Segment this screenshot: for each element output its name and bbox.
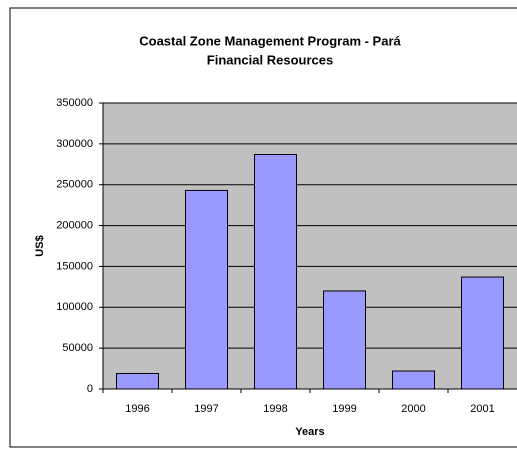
y-tick-label: 200000 (56, 219, 93, 231)
chart-title: Coastal Zone Management Program - Pará (139, 33, 401, 48)
y-axis-title: US$ (34, 235, 46, 256)
y-tick-label: 150000 (56, 260, 93, 272)
y-tick-label: 0 (87, 383, 93, 395)
bar (116, 372, 159, 390)
bar (185, 189, 228, 390)
chart-title: Financial Resources (207, 52, 333, 67)
bar (461, 276, 504, 390)
x-axis-title: Years (295, 426, 324, 438)
bar (323, 290, 366, 390)
x-tick-label: 2001 (470, 403, 494, 415)
y-tick-label: 50000 (62, 342, 93, 354)
bar (254, 153, 297, 390)
x-tick-label: 2000 (401, 403, 425, 415)
x-tick-label: 1996 (125, 403, 149, 415)
y-tick-label: 100000 (56, 301, 93, 313)
plot-area (103, 103, 517, 389)
y-tick-label: 350000 (56, 97, 93, 109)
y-tick-label: 300000 (56, 138, 93, 150)
y-tick-label: 250000 (56, 179, 93, 191)
x-tick-label: 1997 (194, 403, 218, 415)
bar (392, 370, 435, 390)
x-tick-label: 1999 (332, 403, 356, 415)
x-tick-label: 1998 (263, 403, 287, 415)
